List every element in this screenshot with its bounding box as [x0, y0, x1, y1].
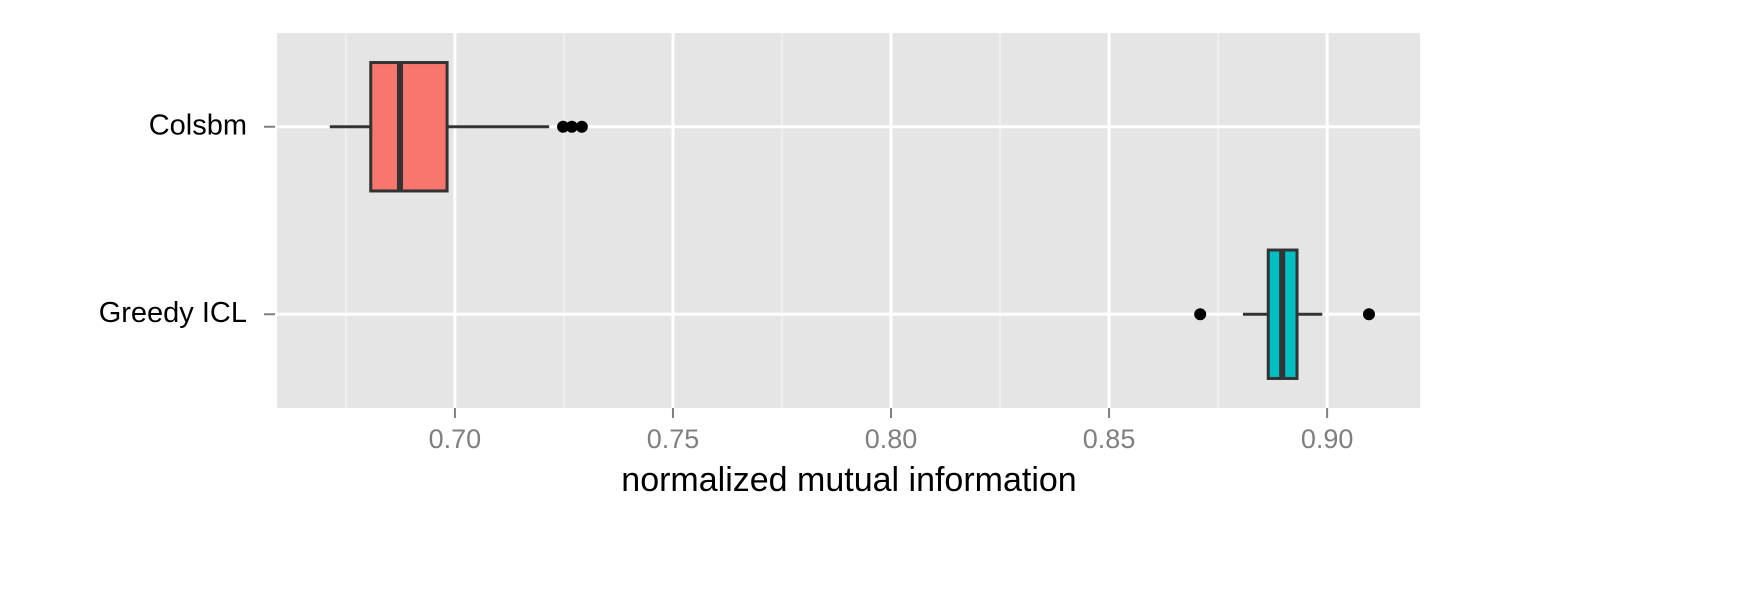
- x-axis-title: normalized mutual information: [621, 461, 1076, 499]
- outlier: [1362, 308, 1375, 321]
- outlier: [557, 120, 570, 133]
- x-tick-label: 0.90: [1301, 424, 1354, 454]
- outlier: [575, 120, 588, 133]
- box: [369, 61, 449, 193]
- y-tick-label: Colsbm: [149, 109, 247, 141]
- x-tick-label: 0.85: [1083, 424, 1136, 454]
- x-tick-label: 0.70: [429, 424, 482, 454]
- plot-panel: [277, 33, 1420, 408]
- y-tick-label: Greedy ICL: [99, 297, 247, 329]
- outlier: [565, 120, 578, 133]
- outlier: [1194, 308, 1207, 321]
- x-tick-label: 0.80: [865, 424, 918, 454]
- x-tick-label: 0.75: [647, 424, 700, 454]
